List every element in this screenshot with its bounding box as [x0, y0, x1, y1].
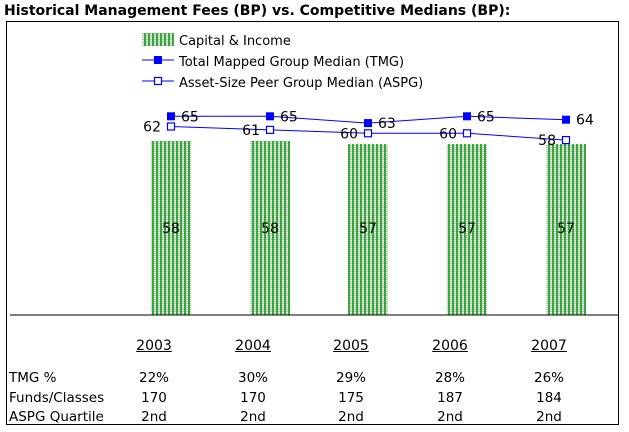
bar-label-2007: 57: [557, 221, 575, 237]
bar-2007: [546, 144, 586, 315]
tmg-label-2004: 65: [280, 109, 298, 125]
table-cell: 26%: [533, 370, 564, 386]
table-row-label: Funds/Classes: [9, 390, 105, 406]
aspg-point-2006: [462, 129, 472, 138]
tmg-point-2006: [463, 112, 471, 121]
tmg-label-2006: 65: [477, 109, 495, 125]
table-cell: 2nd: [437, 409, 463, 425]
aspg-label-2005: 60: [340, 126, 358, 142]
table-cell: 22%: [138, 370, 169, 386]
table-cell: 175: [338, 390, 364, 406]
aspg-label-2007: 58: [538, 133, 556, 149]
aspg-point-2003: [166, 122, 176, 131]
bar-2003: [151, 141, 191, 315]
year-label-2003: 2003: [136, 338, 172, 354]
legend-label-2: Asset-Size Peer Group Median (ASPG): [179, 76, 423, 91]
tmg-point-2007: [562, 115, 570, 124]
table-row-label: TMG %: [9, 370, 57, 386]
data-labels: 58 58 57 57 57 65 65 63 65 64 62 61 60 60 58: [143, 109, 594, 237]
table-cell: 184: [536, 390, 562, 406]
aspg-point-2007: [561, 136, 571, 145]
legend-swatch-bar: [142, 33, 174, 46]
chart-title: Historical Management Fees (BP) vs. Comp…: [4, 3, 511, 19]
bar-label-2004: 58: [261, 221, 279, 237]
tmg-point-2004: [266, 112, 274, 121]
table-cell: 2nd: [141, 409, 167, 425]
chart-frame: [6, 21, 619, 425]
bar-2006: [447, 144, 487, 315]
table-cell: 170: [141, 390, 167, 406]
table-cell: 2nd: [338, 409, 364, 425]
table-cell: 170: [240, 390, 266, 406]
tmg-label-2007: 64: [576, 113, 594, 129]
aspg-label-2003: 62: [143, 120, 161, 136]
tmg-point-2005: [364, 119, 372, 128]
bar-series: [151, 141, 586, 315]
line-series: [166, 112, 571, 145]
tmg-label-2003: 65: [181, 109, 199, 125]
table-row-label: ASPG Quartile: [9, 409, 104, 425]
bar-label-2005: 57: [359, 221, 377, 237]
legend-label-0: Capital & Income: [179, 34, 291, 49]
table-cell: 187: [437, 390, 463, 406]
bar-label-2003: 58: [162, 221, 180, 237]
aspg-point-2005: [363, 129, 373, 138]
table-cell: 2nd: [536, 409, 562, 425]
table-cell: 28%: [434, 370, 465, 386]
table-cell: 29%: [335, 370, 366, 386]
bar-label-2006: 57: [458, 221, 476, 237]
table-cell: 2nd: [240, 409, 266, 425]
year-label-2007: 2007: [531, 338, 567, 354]
tmg-point-2003: [167, 112, 175, 121]
aspg-label-2006: 60: [439, 126, 457, 142]
bar-2005: [348, 144, 388, 315]
legend-swatch-aspg-marker: [153, 76, 163, 86]
chart-legend: Capital & Income Total Mapped Group Media…: [142, 33, 423, 91]
year-label-2005: 2005: [333, 338, 369, 354]
tmg-label-2005: 63: [378, 116, 396, 132]
aspg-point-2004: [265, 125, 275, 135]
legend-label-1: Total Mapped Group Median (TMG): [178, 55, 404, 70]
aspg-label-2004: 61: [242, 123, 260, 139]
table-cell: 30%: [237, 370, 268, 386]
bar-2004: [250, 141, 290, 315]
year-label-2004: 2004: [235, 338, 271, 354]
legend-swatch-tmg-marker: [154, 56, 162, 64]
year-label-2006: 2006: [432, 338, 468, 354]
